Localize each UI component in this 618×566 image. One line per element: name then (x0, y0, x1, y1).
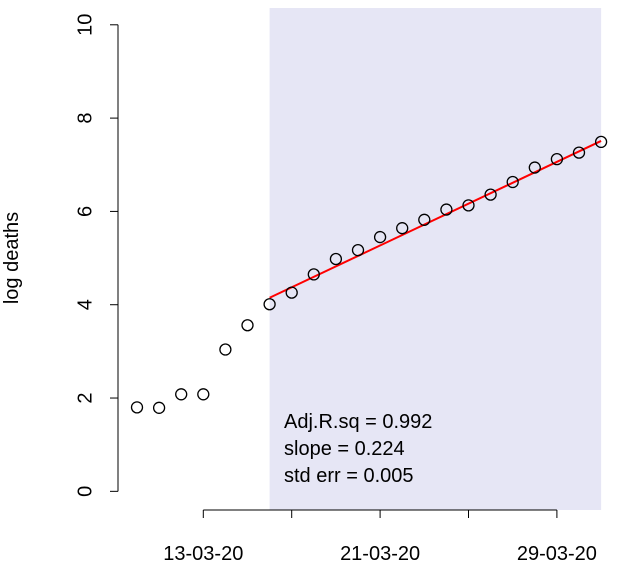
y-tick-label: 2 (74, 392, 96, 403)
y-tick-label: 4 (74, 299, 96, 310)
point (373, 230, 387, 244)
y-tick-label: 0 (74, 486, 96, 497)
annotation: slope = 0.224 (284, 438, 405, 460)
point (219, 343, 232, 356)
point (484, 188, 497, 201)
point (396, 222, 409, 235)
point (130, 401, 144, 414)
point (263, 298, 276, 311)
point (528, 161, 541, 174)
y-tick-label: 6 (74, 206, 96, 217)
point (175, 388, 188, 401)
point (351, 243, 365, 257)
annotation: Adj.R.sq = 0.992 (284, 411, 432, 433)
point (285, 286, 298, 299)
annotation: std err = 0.005 (284, 465, 414, 487)
point (197, 388, 210, 401)
point (329, 252, 343, 266)
y-tick-label: 10 (74, 14, 96, 36)
point (572, 146, 586, 159)
x-tick-label: 21-03-20 (340, 543, 420, 565)
point (594, 135, 608, 149)
point (440, 203, 453, 216)
point (462, 199, 475, 212)
x-tick-label: 29-03-20 (517, 543, 597, 565)
point (506, 175, 519, 189)
fit-line (269, 140, 602, 299)
point (241, 319, 254, 332)
fit-region (269, 8, 602, 510)
point (152, 401, 166, 414)
point (307, 268, 320, 281)
y-tick-label: 8 (74, 113, 96, 124)
x-tick-label: 13-03-20 (163, 543, 243, 565)
y-axis-label: log deaths (1, 212, 23, 304)
point (418, 213, 431, 226)
point (550, 153, 564, 166)
